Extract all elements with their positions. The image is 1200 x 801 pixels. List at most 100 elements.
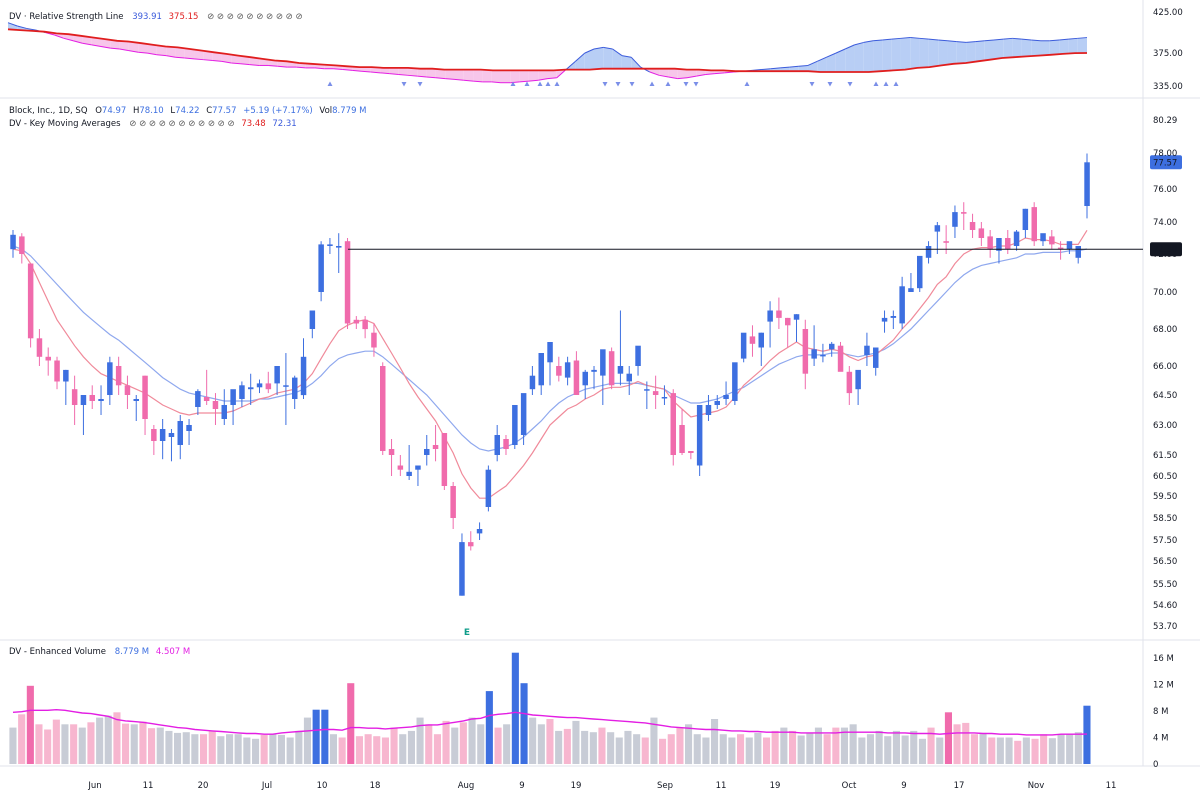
volume-bar bbox=[797, 735, 805, 764]
rs-ma-value: 375.15 bbox=[169, 12, 199, 22]
x-axis-tick: 17 bbox=[954, 781, 965, 791]
rs-line-segment bbox=[807, 60, 818, 66]
volume-bar bbox=[1066, 734, 1074, 764]
rs-title: DV · Relative Strength Line bbox=[9, 12, 123, 22]
volume-bar bbox=[44, 729, 52, 764]
low-label: L bbox=[170, 106, 175, 116]
rs-line-segment bbox=[826, 52, 837, 58]
rs-fill bbox=[1021, 39, 1032, 57]
candle-body bbox=[1075, 246, 1081, 258]
volume-bar bbox=[503, 724, 511, 765]
volume-bar bbox=[200, 734, 208, 764]
volume-bar bbox=[884, 736, 892, 764]
candle-body bbox=[248, 387, 254, 390]
candle-body bbox=[608, 351, 615, 386]
volume-bar bbox=[979, 732, 987, 764]
candle-body bbox=[63, 369, 69, 382]
volume-bar bbox=[347, 683, 355, 764]
rs-down-marker bbox=[629, 82, 635, 87]
x-axis-tick: Jul bbox=[261, 781, 272, 791]
volume-bar bbox=[936, 737, 944, 764]
ma-title: DV - Key Moving Averages bbox=[9, 119, 121, 129]
candle-body bbox=[529, 375, 536, 390]
volume-bar bbox=[277, 734, 285, 765]
volume-bar bbox=[918, 738, 926, 764]
candle-body bbox=[696, 405, 703, 466]
rs-fill bbox=[231, 54, 241, 64]
rs-line-segment bbox=[314, 67, 325, 70]
rs-up-marker bbox=[545, 81, 551, 86]
candle-body bbox=[1013, 231, 1020, 246]
rs-fill bbox=[463, 69, 474, 82]
price-axis-tick: 78.00 bbox=[1153, 149, 1177, 159]
candle-body bbox=[485, 469, 492, 507]
rs-legend[interactable]: DV · Relative Strength Line 393.91 375.1… bbox=[9, 12, 303, 22]
earnings-marker: E bbox=[464, 628, 470, 638]
volume-bar bbox=[849, 724, 857, 765]
price-axis-tick: 74.00 bbox=[1153, 218, 1177, 228]
rs-up-marker bbox=[327, 81, 333, 86]
symbol-legend[interactable]: Block, Inc., 1D, SQ O74.97 H78.10 L74.22… bbox=[9, 106, 367, 116]
rs-fill bbox=[603, 47, 613, 69]
candle-body bbox=[873, 347, 879, 368]
volume-legend[interactable]: DV - Enhanced Volume 8.779 M 4.507 M bbox=[9, 647, 190, 657]
volume-bar bbox=[399, 734, 407, 764]
rs-fill bbox=[1068, 38, 1078, 54]
volume-bar bbox=[780, 727, 788, 764]
rs-ma-line bbox=[7, 28, 1088, 73]
rs-line-segment bbox=[677, 77, 688, 80]
candle-body bbox=[151, 429, 157, 441]
rs-fill bbox=[817, 57, 827, 73]
rs-up-marker bbox=[524, 81, 530, 86]
rs-up-marker bbox=[510, 81, 516, 86]
volume-bar bbox=[113, 712, 121, 764]
rs-line-segment bbox=[138, 51, 148, 54]
rs-line-segment bbox=[817, 56, 827, 62]
volume-bar bbox=[823, 734, 831, 764]
rs-down-marker bbox=[847, 82, 853, 87]
last-price-label: 77.57 bbox=[1153, 158, 1177, 168]
rs-line-segment bbox=[352, 69, 362, 72]
rs-line-segment bbox=[649, 71, 660, 76]
price-axis-tick: 57.50 bbox=[1153, 536, 1177, 546]
ma-fast-line bbox=[12, 229, 1088, 499]
rs-fill bbox=[966, 41, 976, 63]
volume-bar bbox=[546, 719, 554, 764]
candle-body bbox=[855, 369, 861, 390]
candle-body bbox=[283, 385, 289, 387]
rs-down-marker bbox=[615, 82, 621, 87]
volume-bar bbox=[650, 717, 658, 764]
price-axis-tick: 64.50 bbox=[1153, 391, 1177, 401]
candle-body bbox=[1040, 233, 1046, 242]
volume-bar bbox=[763, 737, 771, 764]
open-value: 74.97 bbox=[102, 106, 126, 116]
rs-line-segment bbox=[175, 56, 185, 59]
rs-fill bbox=[984, 39, 994, 61]
candle-body bbox=[380, 366, 386, 451]
volume-bar bbox=[96, 717, 104, 764]
rs-fill bbox=[203, 50, 213, 61]
volume-bar bbox=[754, 732, 762, 764]
volume-bar bbox=[832, 727, 840, 764]
volume-bar bbox=[607, 732, 615, 764]
volume-bar bbox=[355, 736, 363, 764]
candle-body bbox=[432, 445, 439, 449]
rs-line-segment bbox=[770, 67, 781, 70]
volume-bar bbox=[745, 737, 753, 764]
rs-down-marker bbox=[827, 82, 833, 87]
rs-line-segment bbox=[696, 73, 706, 77]
rs-line-segment bbox=[686, 75, 697, 79]
rs-fill bbox=[435, 68, 446, 79]
rs-fill bbox=[1077, 37, 1087, 54]
volume-bar bbox=[381, 737, 389, 764]
rs-line-segment bbox=[984, 39, 995, 42]
ma-legend[interactable]: DV - Key Moving Averages ⊘ ⊘ ⊘ ⊘ ⊘ ⊘ ⊘ ⊘… bbox=[9, 119, 297, 129]
rs-fill bbox=[380, 67, 390, 74]
candle-body bbox=[899, 286, 905, 324]
volume-bar bbox=[693, 734, 701, 764]
volume-bar bbox=[390, 727, 398, 764]
rs-up-marker bbox=[537, 81, 543, 86]
rs-fill bbox=[184, 48, 195, 59]
candle-body bbox=[221, 405, 227, 419]
volume-bar bbox=[901, 735, 909, 764]
